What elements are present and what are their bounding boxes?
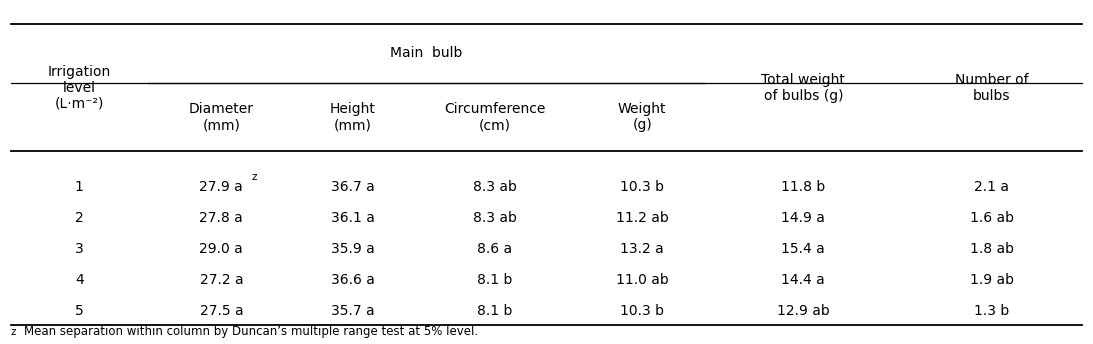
Text: 11.2 ab: 11.2 ab xyxy=(615,212,669,225)
Text: 1.3 b: 1.3 b xyxy=(974,304,1010,318)
Text: 10.3 b: 10.3 b xyxy=(620,304,665,318)
Text: 8.3 ab: 8.3 ab xyxy=(472,181,517,194)
Text: 8.6 a: 8.6 a xyxy=(477,243,513,256)
Text: 27.8 a: 27.8 a xyxy=(199,212,244,225)
Text: 4: 4 xyxy=(74,273,84,287)
Text: Weight
(g): Weight (g) xyxy=(618,102,667,132)
Text: 36.7 a: 36.7 a xyxy=(330,181,375,194)
Text: 1: 1 xyxy=(74,181,84,194)
Text: 5: 5 xyxy=(74,304,84,318)
Text: 8.1 b: 8.1 b xyxy=(477,304,513,318)
Text: 10.3 b: 10.3 b xyxy=(620,181,665,194)
Text: 11.0 ab: 11.0 ab xyxy=(615,273,669,287)
Text: Main  bulb: Main bulb xyxy=(390,46,462,60)
Text: 12.9 ab: 12.9 ab xyxy=(777,304,830,318)
Text: 27.2 a: 27.2 a xyxy=(200,273,243,287)
Text: 1.6 ab: 1.6 ab xyxy=(969,212,1014,225)
Text: Circumference
(cm): Circumference (cm) xyxy=(444,102,545,132)
Text: 8.1 b: 8.1 b xyxy=(477,273,513,287)
Text: 15.4 a: 15.4 a xyxy=(781,243,825,256)
Text: 8.3 ab: 8.3 ab xyxy=(472,212,517,225)
Text: 35.7 a: 35.7 a xyxy=(331,304,374,318)
Text: 29.0 a: 29.0 a xyxy=(199,243,244,256)
Text: 27.9 a: 27.9 a xyxy=(199,181,244,194)
Text: 2: 2 xyxy=(74,212,84,225)
Text: Diameter
(mm): Diameter (mm) xyxy=(189,102,254,132)
Text: z: z xyxy=(11,327,16,337)
Text: 3: 3 xyxy=(74,243,84,256)
Text: 1.8 ab: 1.8 ab xyxy=(969,243,1014,256)
Text: Number of
bulbs: Number of bulbs xyxy=(955,73,1029,103)
Text: 13.2 a: 13.2 a xyxy=(620,243,665,256)
Text: 36.6 a: 36.6 a xyxy=(330,273,375,287)
Text: Total weight
of bulbs (g): Total weight of bulbs (g) xyxy=(762,73,845,103)
Text: z: z xyxy=(252,172,258,182)
Text: 11.8 b: 11.8 b xyxy=(781,181,825,194)
Text: 36.1 a: 36.1 a xyxy=(330,212,375,225)
Text: Irrigation
level
(L·m⁻²): Irrigation level (L·m⁻²) xyxy=(48,65,110,111)
Text: 14.9 a: 14.9 a xyxy=(781,212,825,225)
Text: 14.4 a: 14.4 a xyxy=(781,273,825,287)
Text: Height
(mm): Height (mm) xyxy=(330,102,375,132)
Text: 1.9 ab: 1.9 ab xyxy=(969,273,1014,287)
Text: 2.1 a: 2.1 a xyxy=(974,181,1010,194)
Text: Mean separation within column by Duncan’s multiple range test at 5% level.: Mean separation within column by Duncan’… xyxy=(24,325,478,338)
Text: 35.9 a: 35.9 a xyxy=(330,243,375,256)
Text: 27.5 a: 27.5 a xyxy=(200,304,243,318)
